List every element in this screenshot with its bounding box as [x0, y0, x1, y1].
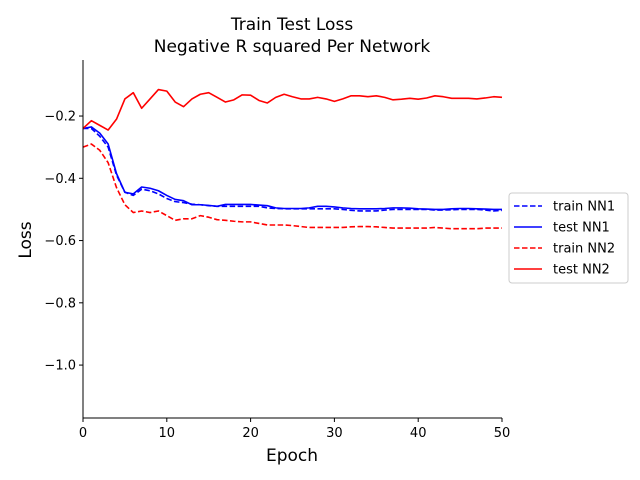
legend: train NN1 test NN1 train NN2 test NN2 — [508, 192, 629, 284]
legend-label: test NN1 — [553, 221, 610, 236]
x-tick-label: 10 — [159, 426, 176, 441]
legend-frame — [508, 192, 629, 284]
y-axis-ticks: −0.2 −0.4 −0.6 −0.8 −1.0 — [44, 110, 83, 374]
y-tick-label: −1.0 — [44, 359, 76, 374]
series-line-test-nn1 — [82, 126, 502, 211]
x-tick-label: 20 — [242, 426, 259, 441]
y-tick-label: −0.8 — [44, 296, 76, 311]
chart-title: Train Test Loss Negative R squared Per N… — [154, 15, 431, 57]
series-line-train-nn1 — [83, 127, 503, 212]
x-axis-label: Epoch — [266, 446, 318, 466]
y-tick-label: −0.2 — [44, 110, 76, 125]
plot-area — [82, 88, 503, 230]
series-line-train-nn2 — [82, 143, 502, 230]
y-tick-label: −0.6 — [44, 234, 76, 249]
chart-title-line-2: Negative R squared Per Network — [154, 37, 431, 57]
legend-label: test NN2 — [553, 263, 610, 278]
x-axis-ticks: 0 10 20 30 40 50 — [79, 418, 510, 441]
chart-title-line-1: Train Test Loss — [230, 15, 354, 35]
legend-label: train NN1 — [553, 200, 615, 215]
series-line-test-nn2 — [82, 88, 503, 131]
x-tick-label: 0 — [79, 426, 87, 441]
y-axis-label: Loss — [16, 221, 36, 258]
legend-label: train NN2 — [553, 242, 615, 257]
x-tick-label: 50 — [494, 426, 511, 441]
x-tick-label: 40 — [410, 426, 427, 441]
x-tick-label: 30 — [326, 426, 343, 441]
y-tick-label: −0.4 — [44, 172, 76, 187]
